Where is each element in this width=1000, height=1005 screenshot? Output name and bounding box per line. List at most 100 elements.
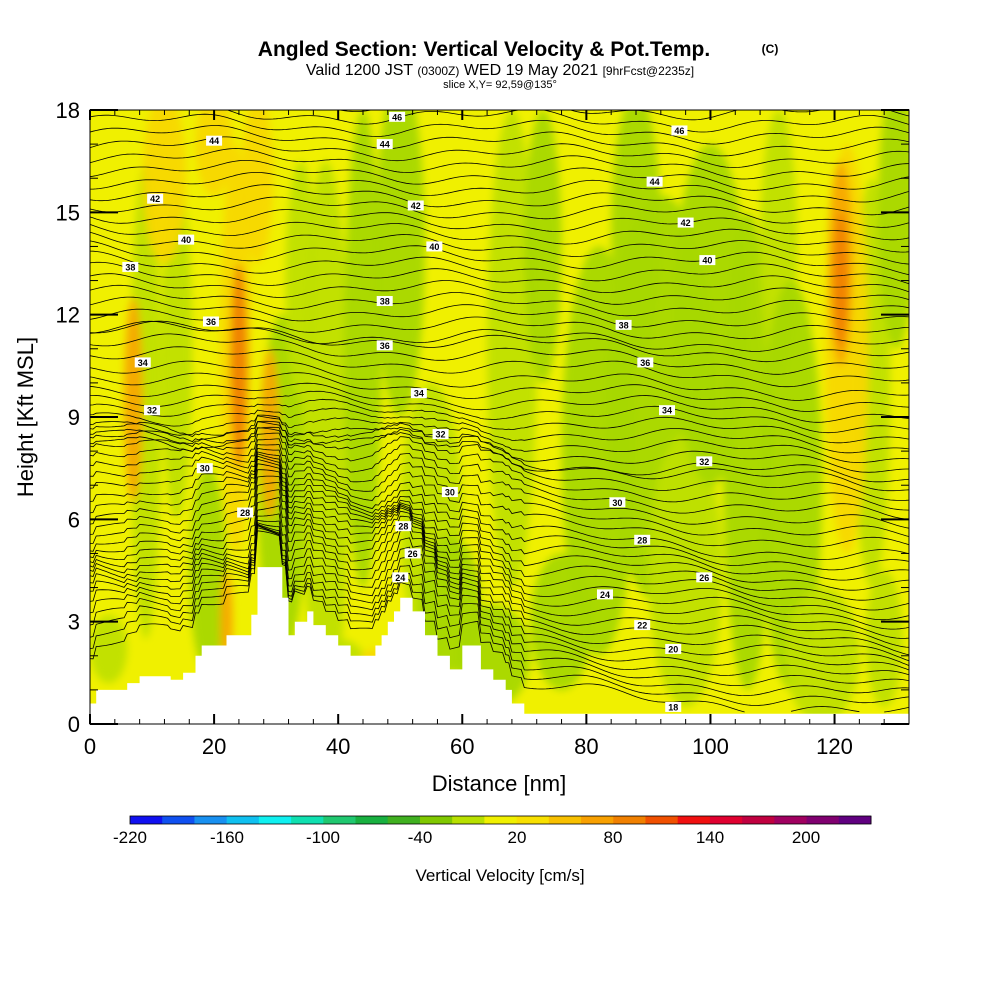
colorbar-swatch — [709, 816, 743, 824]
isentrope-line — [90, 497, 909, 648]
colorbar-frame — [129, 815, 872, 825]
colorbar-tick-label: -220 — [113, 828, 147, 847]
contour-label-bg — [134, 357, 151, 368]
contour-label-bg — [659, 405, 676, 416]
contour-label: 42 — [681, 218, 691, 228]
x-axis-label: Distance [nm] — [432, 771, 567, 796]
contour-label: 32 — [699, 457, 709, 467]
contour-label-bg — [671, 125, 688, 136]
isentrope-line — [90, 407, 909, 454]
isentrope-line — [90, 527, 909, 706]
velocity-region — [142, 110, 187, 264]
colorbar-tick-label: 200 — [792, 828, 820, 847]
isentrope-line — [90, 519, 909, 666]
contour-label: 36 — [380, 341, 390, 351]
colorbar-tick-label: -100 — [306, 828, 340, 847]
velocity-region — [300, 161, 351, 707]
colorbar-swatch — [838, 816, 872, 824]
isentrope-line — [90, 427, 909, 483]
isentrope-line — [90, 261, 909, 293]
colorbar-swatch — [355, 816, 389, 824]
isentrope-line — [90, 333, 909, 375]
contour-label: 36 — [640, 358, 650, 368]
contour-label: 32 — [147, 406, 157, 416]
velocity-region — [760, 280, 823, 690]
contour-label-bg — [634, 620, 651, 631]
isentrope-line — [90, 209, 909, 241]
colorbar-tick-label: 20 — [508, 828, 527, 847]
isentrope-line — [90, 475, 909, 621]
velocity-region — [90, 614, 128, 684]
velocity-region — [242, 110, 274, 264]
isentrope-line — [90, 432, 909, 520]
contour-label: 24 — [600, 590, 610, 600]
x-tick-label: 20 — [202, 734, 226, 759]
contour-label: 46 — [674, 126, 684, 136]
contour-label-bg — [147, 193, 164, 204]
contour-label-bg — [196, 463, 213, 474]
colorbar: -220 -160 -100 -40 20 80 140 200 — [113, 815, 872, 847]
isentrope-line — [90, 346, 909, 388]
contour-label: 30 — [445, 488, 455, 498]
y-tick-label: 12 — [56, 303, 80, 328]
isentrope-line — [90, 398, 909, 444]
contour-label-bg — [615, 319, 632, 330]
isentrope-line — [90, 172, 909, 203]
velocity-region — [833, 212, 849, 349]
x-tick-label: 100 — [692, 734, 729, 759]
contour-label-bg — [677, 217, 694, 228]
isentrope-line — [90, 523, 909, 676]
isentrope-line — [90, 160, 909, 191]
contour-label: 44 — [380, 140, 390, 150]
colorbar-swatch — [645, 816, 679, 824]
isentrope-line — [90, 482, 909, 630]
isentrope-line — [90, 455, 909, 581]
isentrope-line — [90, 184, 909, 216]
contour-label: 26 — [408, 549, 418, 559]
colorbar-swatch — [194, 816, 228, 824]
contour-label-bg — [389, 111, 406, 122]
y-tick-label: 6 — [68, 507, 80, 532]
velocity-region — [124, 297, 143, 503]
contour-label: 44 — [209, 136, 219, 146]
contour-label: 42 — [411, 201, 421, 211]
isentrope-line — [90, 320, 909, 363]
colorbar-tick-label: -160 — [210, 828, 244, 847]
contour-label-bg — [426, 241, 443, 252]
colorbar-swatch — [806, 816, 840, 824]
colorbar-swatch — [774, 816, 808, 824]
isentrope-line — [90, 231, 909, 265]
isentrope-line — [90, 221, 909, 253]
contour-label: 18 — [668, 702, 678, 712]
contour-label: 28 — [637, 535, 647, 545]
chart-subtitle: Valid 1200 JST (0300Z) WED 19 May 2021 [… — [306, 62, 694, 79]
isentrope-line — [90, 136, 909, 168]
velocity-region — [260, 348, 280, 520]
isentrope-line — [90, 458, 909, 591]
contour-label-bg — [407, 200, 424, 211]
contour-labels: 46 44 44 46 42 44 42 42 40 40 38 40 38 36 38 36 34 36 34 32… — [122, 111, 716, 712]
x-axis: 0 20 40 60 80 100 120 — [84, 110, 910, 759]
colorbar-swatch — [484, 816, 518, 824]
y-axis-label: Height [Kft MSL] — [13, 337, 38, 497]
contour-label: 32 — [436, 430, 446, 440]
colorbar-tick-label: 140 — [696, 828, 724, 847]
isentrope-line — [90, 320, 909, 352]
colorbar-swatch — [548, 816, 582, 824]
colorbar-swatch — [387, 816, 421, 824]
colorbar-swatch — [323, 816, 357, 824]
velocity-region — [230, 263, 248, 469]
isentrope-line — [90, 415, 909, 463]
isentrope-line — [90, 426, 909, 511]
contour-label-bg — [206, 135, 223, 146]
contour-label-bg — [202, 316, 219, 327]
terrain-fill — [90, 567, 909, 724]
subtitle-date: WED 19 May 2021 — [464, 62, 598, 79]
contour-label-bg — [665, 643, 682, 654]
contour-label-bg — [178, 234, 195, 245]
x-tick-label: 80 — [574, 734, 598, 759]
isentrope-line — [90, 524, 909, 686]
isentrope-line — [226, 110, 909, 133]
